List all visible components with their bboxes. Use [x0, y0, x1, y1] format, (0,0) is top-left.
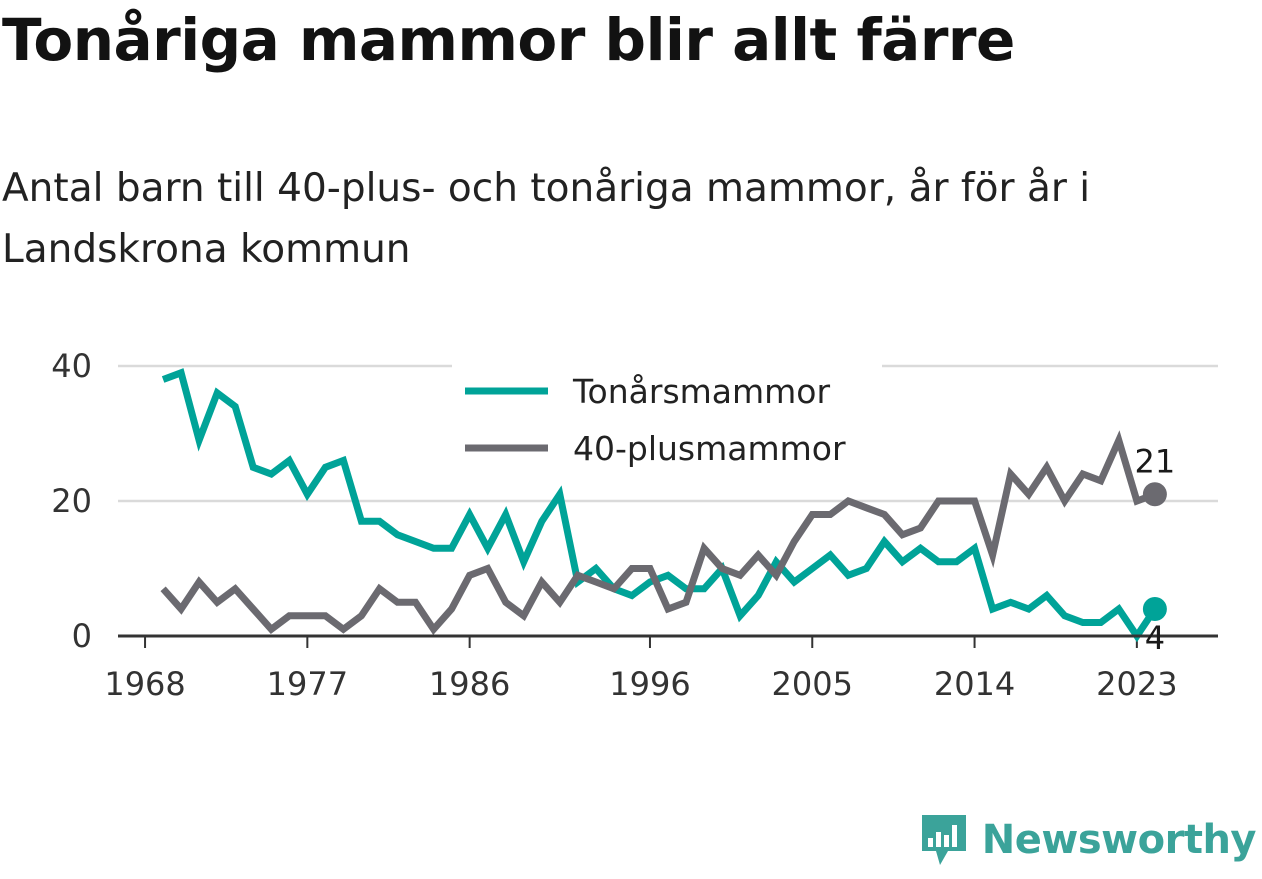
y-tick-label: 40	[51, 347, 92, 385]
y-tick-label: 0	[72, 617, 92, 655]
y-tick-label: 20	[51, 482, 92, 520]
legend: Tonårsmammor 40-plusmammor	[452, 362, 882, 480]
series-end-point	[1142, 482, 1167, 507]
x-tick-label: 1977	[267, 665, 348, 703]
legend-label: 40-plusmammor	[573, 429, 846, 468]
x-tick-label: 1996	[609, 665, 690, 703]
x-tick-label: 1986	[429, 665, 510, 703]
legend-background	[452, 362, 882, 480]
chart-subtitle: Antal barn till 40-plus- och tonåriga ma…	[2, 166, 1091, 272]
x-tick-label: 2023	[1096, 665, 1177, 703]
series-end-point	[1142, 597, 1167, 621]
series-line-40-plusmammor	[160, 430, 1157, 636]
brand-name: Newsworthy	[981, 817, 1257, 863]
series-end-label: 4	[1145, 619, 1165, 657]
x-tick-label: 2014	[934, 665, 1015, 703]
legend-label: Tonårsmammor	[572, 372, 830, 411]
brand: Newsworthy	[918, 811, 1257, 869]
x-tick-label: 1968	[104, 665, 185, 703]
newsworthy-logo-icon	[921, 815, 966, 865]
series-end-label: 21	[1135, 442, 1176, 480]
x-tick-label: 2005	[772, 665, 853, 703]
chart-title: Tonåriga mammor blir allt färre	[2, 6, 1015, 74]
series-line-tonarsmammor	[161, 368, 1158, 643]
